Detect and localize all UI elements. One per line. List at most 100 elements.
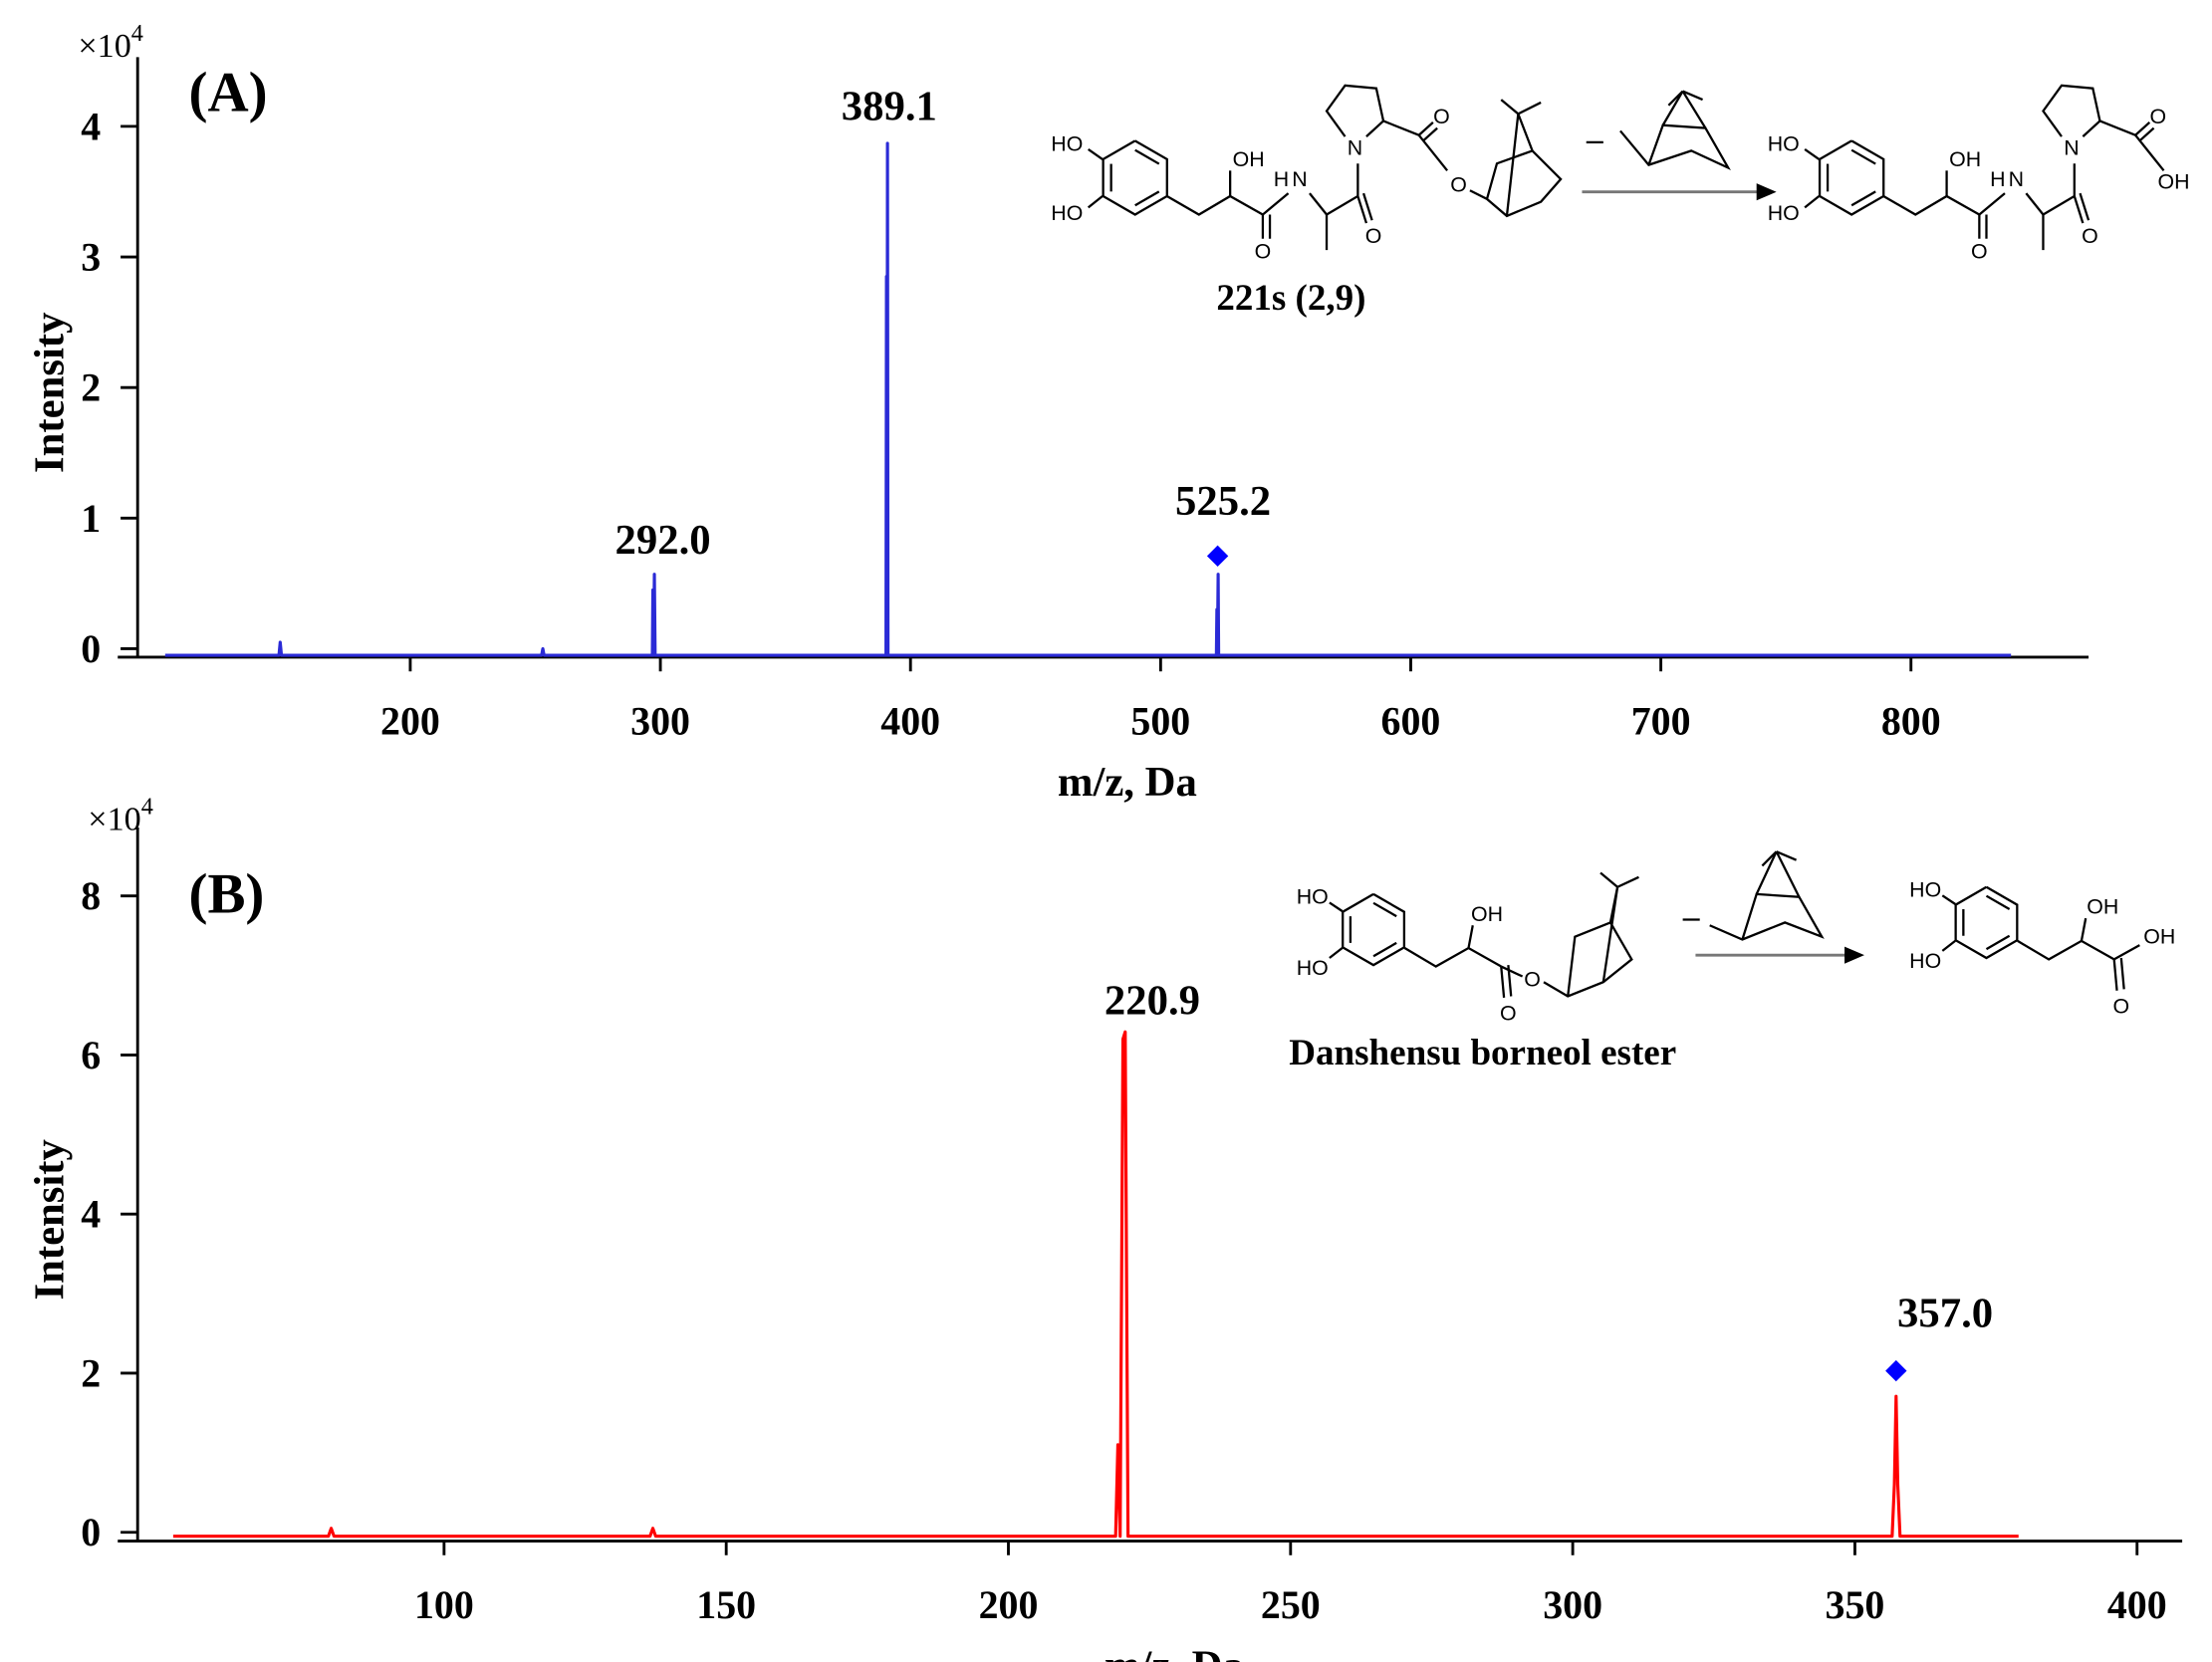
multiplier-exponent: 4 bbox=[141, 793, 153, 820]
fragment bbox=[1755, 850, 1778, 895]
multiplier-exponent: 4 bbox=[131, 20, 143, 47]
benzene-ring bbox=[1954, 885, 2019, 960]
atom-label: HO bbox=[1909, 949, 1941, 973]
bond bbox=[1804, 195, 1821, 209]
bond bbox=[1941, 894, 1956, 905]
fragment bbox=[1776, 850, 1798, 861]
precursor-marker bbox=[1206, 545, 1229, 568]
double-bond bbox=[1372, 941, 1397, 958]
precursor-marker bbox=[1885, 1359, 1907, 1382]
x-tick-label: 300 bbox=[1543, 1582, 1602, 1627]
bond bbox=[1505, 113, 1534, 217]
x-tick-label: 800 bbox=[1881, 699, 1941, 744]
atom-label: HO bbox=[1297, 885, 1329, 909]
atom-label: HO bbox=[1768, 131, 1800, 155]
bond bbox=[2042, 84, 2101, 137]
x-axis-title: m/z, Da bbox=[1058, 759, 1197, 806]
bond bbox=[1500, 99, 1520, 116]
atom-label: OH bbox=[1949, 147, 1981, 171]
bond bbox=[1403, 946, 1502, 968]
y-tick-label: 4 bbox=[81, 104, 101, 148]
compound-name: Danshensu borneol ester bbox=[1289, 1033, 1676, 1073]
y-tick-label: 0 bbox=[81, 626, 101, 671]
double-bond bbox=[1985, 894, 2011, 911]
fragment bbox=[1619, 123, 1731, 171]
atom-label: O bbox=[1500, 1002, 1517, 1026]
bond bbox=[1941, 940, 1956, 952]
atom-label: N bbox=[2064, 136, 2079, 160]
fragment bbox=[1775, 850, 1801, 898]
bond bbox=[1087, 195, 1104, 209]
y-multiplier: ×104 bbox=[88, 793, 153, 837]
y-axis-title: Intensity bbox=[26, 313, 73, 473]
multiplier-base: ×10 bbox=[88, 801, 140, 837]
bond bbox=[1467, 925, 1474, 949]
y-multiplier: ×104 bbox=[78, 20, 143, 65]
y-tick-label: 2 bbox=[81, 365, 101, 410]
panel-label: (B) bbox=[188, 862, 264, 925]
atom-label: N bbox=[1348, 136, 1362, 160]
fragment bbox=[1661, 90, 1684, 126]
atom-label: O bbox=[1450, 173, 1467, 197]
x-tick-label: 100 bbox=[414, 1582, 474, 1627]
bond bbox=[1422, 126, 1438, 142]
fragment bbox=[1761, 850, 1778, 867]
atom-label: OH bbox=[1233, 147, 1265, 171]
bond bbox=[2073, 195, 2085, 224]
multiplier-base: ×10 bbox=[78, 27, 130, 64]
bond bbox=[1166, 192, 1290, 216]
y-tick-label: 4 bbox=[81, 1192, 101, 1237]
atom-label: O bbox=[1971, 240, 1988, 264]
atom-label: H bbox=[1274, 167, 1289, 191]
atom-label: H bbox=[1990, 167, 2005, 191]
x-tick-label: 200 bbox=[380, 699, 440, 744]
x-tick-label: 200 bbox=[979, 1582, 1039, 1627]
double-bond bbox=[1372, 901, 1397, 918]
bond bbox=[1601, 886, 1619, 983]
bond bbox=[1088, 148, 1104, 160]
x-tick-label: 150 bbox=[696, 1582, 756, 1627]
double-bond bbox=[1134, 190, 1160, 207]
bond bbox=[1543, 920, 1633, 998]
atom-label: O bbox=[2113, 994, 2130, 1018]
atom-label: HO bbox=[1297, 956, 1329, 980]
panel-label: (A) bbox=[188, 61, 267, 123]
bond bbox=[2079, 192, 2090, 221]
bond bbox=[2099, 119, 2136, 136]
atom-label: HO bbox=[1909, 878, 1941, 902]
arrow-head bbox=[1844, 946, 1864, 964]
atom-label: O bbox=[1255, 240, 1272, 264]
bond bbox=[1417, 134, 1449, 172]
double-bond bbox=[1134, 148, 1160, 165]
y-tick-label: 6 bbox=[81, 1033, 101, 1077]
bond bbox=[1325, 84, 1385, 137]
atom-label: OH bbox=[2158, 170, 2190, 194]
bond bbox=[1616, 875, 1639, 888]
atom-label: O bbox=[1433, 105, 1450, 128]
bond bbox=[2113, 944, 2140, 961]
atom-label: N bbox=[2009, 167, 2024, 191]
bond bbox=[1469, 149, 1563, 218]
x-tick-label: 300 bbox=[630, 699, 690, 744]
bond bbox=[1882, 192, 2006, 216]
x-tick-label: 500 bbox=[1130, 699, 1190, 744]
atom-label: HO bbox=[1051, 131, 1083, 155]
x-axis-title: m/z, Da bbox=[1105, 1642, 1244, 1662]
peak-label: 389.1 bbox=[842, 84, 937, 130]
fragment bbox=[1667, 90, 1684, 107]
bond bbox=[2080, 917, 2088, 942]
bond bbox=[1517, 101, 1542, 116]
double-bond bbox=[1985, 934, 2011, 951]
x-tick-label: 700 bbox=[1631, 699, 1691, 744]
atom-label: N bbox=[1292, 167, 1307, 191]
spectrum-line bbox=[172, 1030, 2019, 1539]
bond bbox=[1417, 121, 1434, 136]
peak-label: 220.9 bbox=[1105, 978, 1200, 1025]
bond bbox=[1329, 901, 1344, 912]
compound-name: 221s (2,9) bbox=[1216, 278, 1365, 319]
y-tick-label: 0 bbox=[81, 1510, 101, 1554]
bond bbox=[2138, 126, 2155, 142]
bond bbox=[1804, 148, 1821, 160]
fragment bbox=[1682, 90, 1704, 102]
peak-label: 357.0 bbox=[1897, 1291, 1993, 1337]
